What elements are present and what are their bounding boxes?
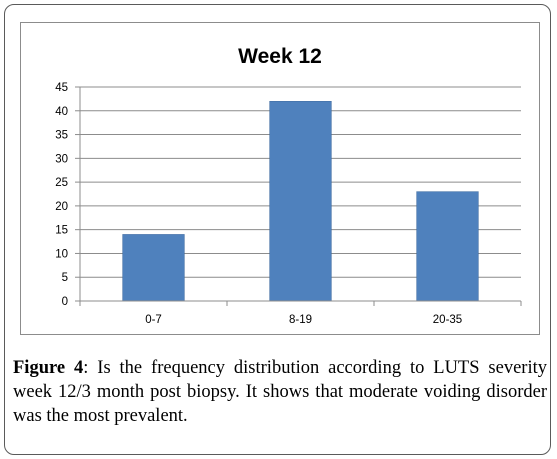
- y-tick-label: 25: [55, 177, 68, 189]
- figure-caption: Figure 4: Is the frequency distribution …: [13, 356, 547, 428]
- bar-0-7: [122, 234, 185, 302]
- bar-20-35: [416, 191, 479, 302]
- y-tick-label: 30: [55, 153, 68, 165]
- caption-text: : Is the frequency distribution accordin…: [13, 358, 547, 426]
- x-tick-label: 20-35: [433, 314, 462, 326]
- y-tick-label: 10: [55, 248, 68, 260]
- caption-label: Figure 4: [13, 358, 84, 378]
- y-tick-label: 35: [55, 130, 68, 142]
- x-tick-labels: 0-7 8-19 20-35: [145, 314, 462, 326]
- x-tick-label: 0-7: [145, 314, 162, 326]
- axes: [75, 86, 522, 306]
- chart-title: Week 12: [238, 45, 322, 68]
- y-tick-label: 0: [62, 296, 68, 308]
- y-tick-labels: 0 5 10 15 20 25 30 35 40 45: [55, 82, 68, 308]
- y-tick-label: 20: [55, 201, 68, 213]
- y-tick-label: 5: [62, 272, 68, 284]
- bar-chart: Week 12 0 5 10 15 20 25 30 35 40 45 0-7 8-19 20-35: [55, 45, 522, 326]
- chart-area: Week 12 0 5 10 15 20 25 30 35 40 45 0-7 8-19 20-35: [20, 22, 540, 335]
- bar-8-19: [269, 101, 332, 302]
- x-tick-label: 8-19: [289, 314, 312, 326]
- bars: [122, 101, 479, 302]
- y-tick-label: 40: [55, 106, 68, 118]
- y-tick-label: 15: [55, 225, 68, 237]
- y-tick-label: 45: [55, 82, 68, 94]
